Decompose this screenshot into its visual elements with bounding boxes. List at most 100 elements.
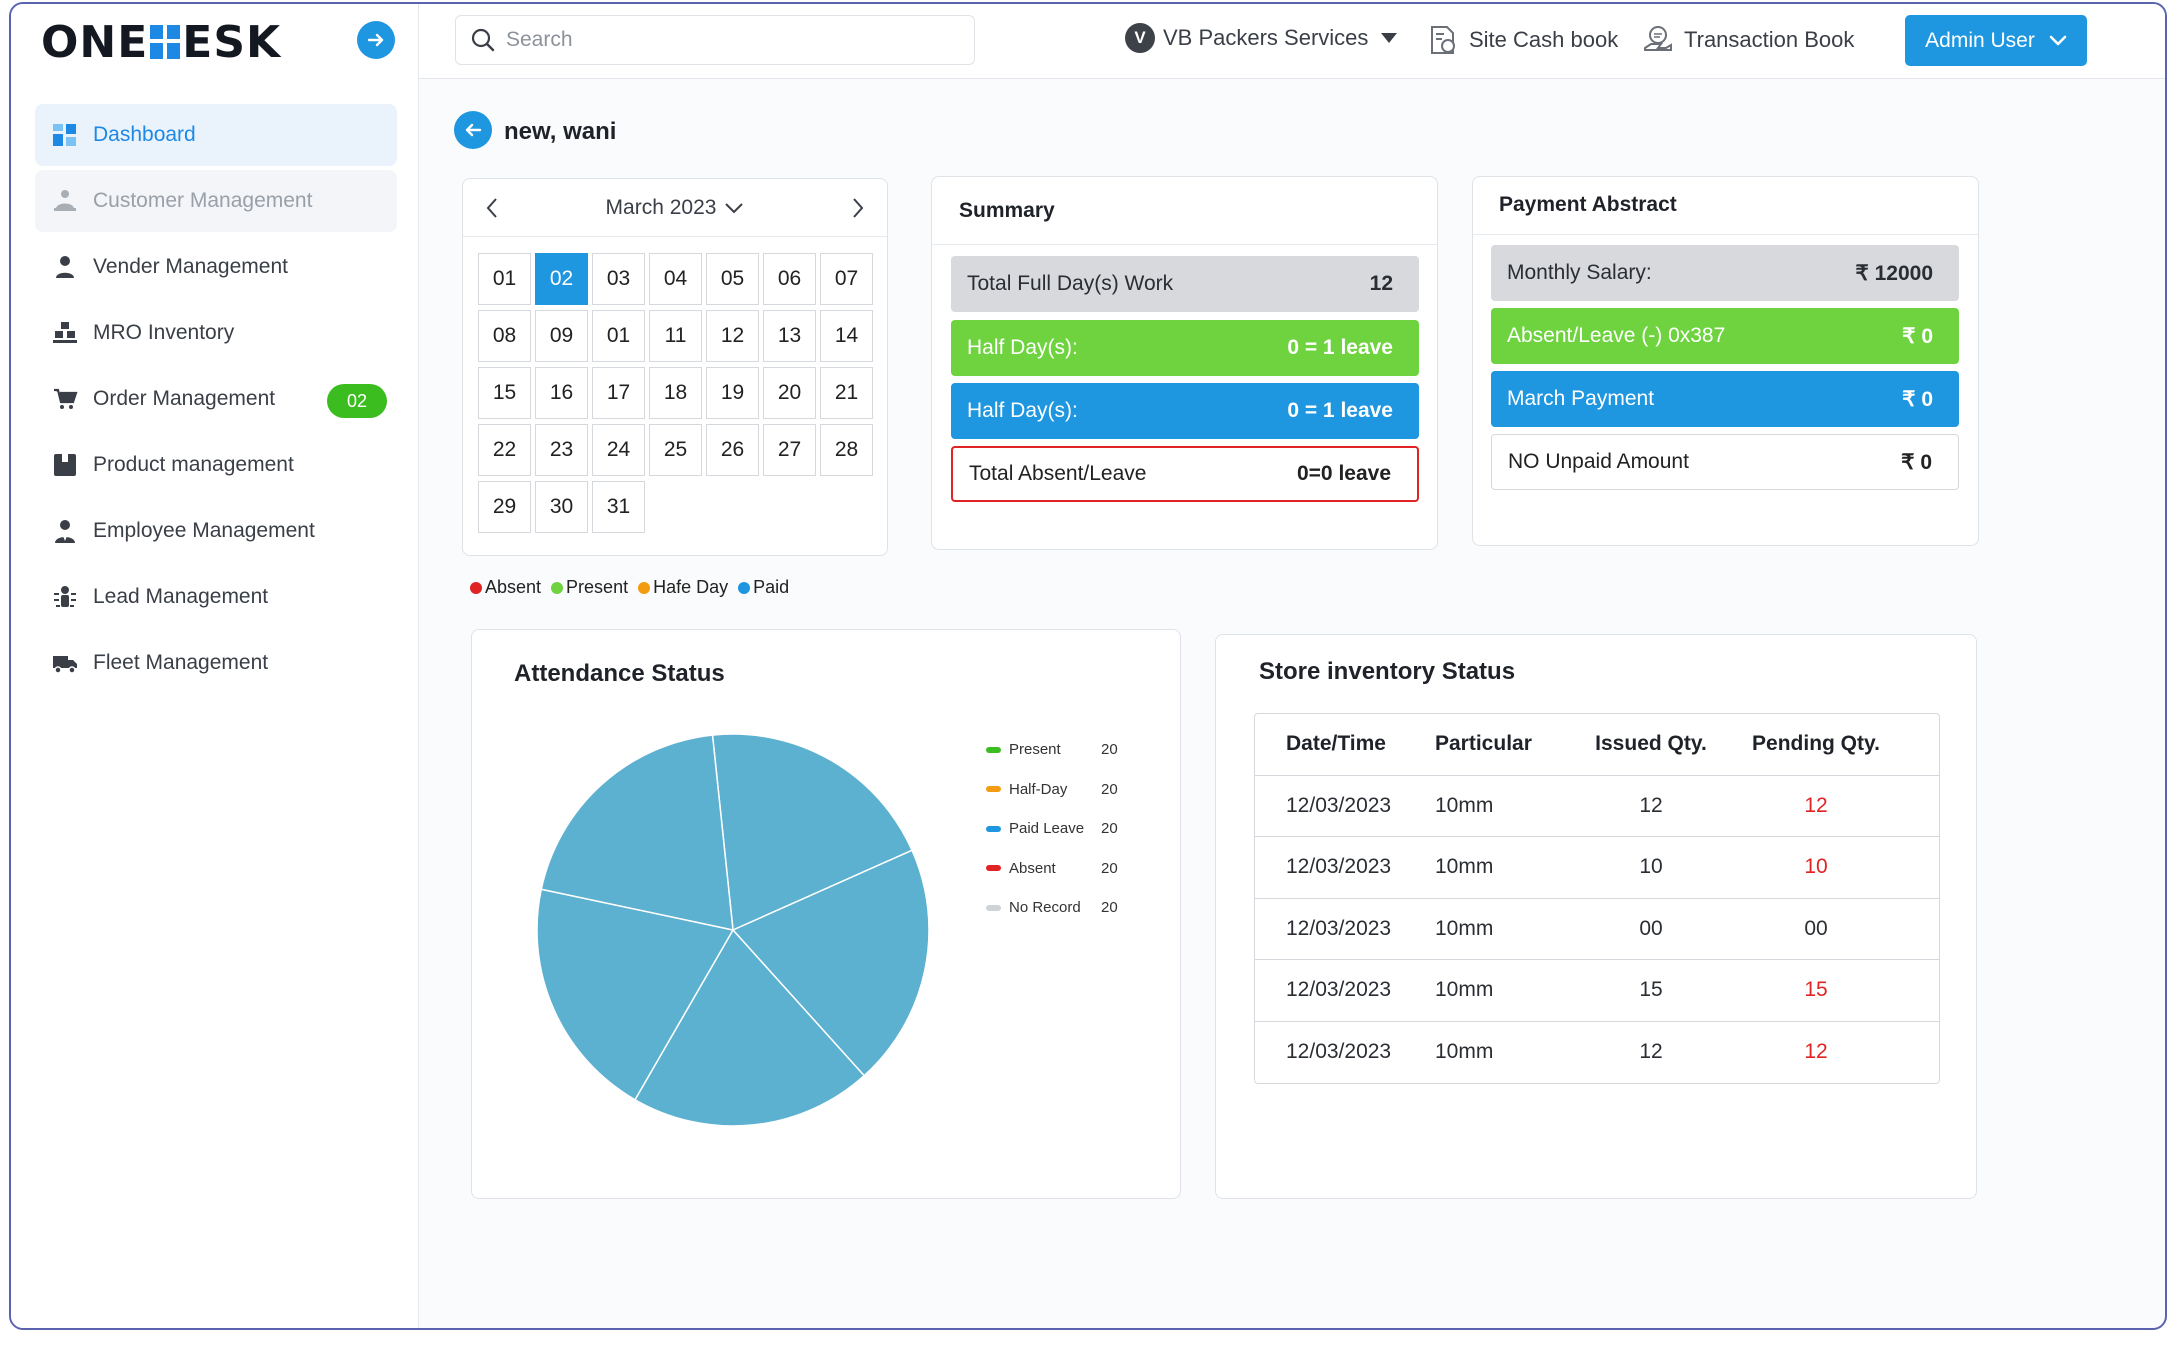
sidebar-item-label: Vender Management	[93, 255, 288, 278]
attendance-legend-item: Paid Leave 20	[986, 809, 1126, 849]
transaction-book-label: Transaction Book	[1684, 27, 1855, 52]
column-header-pending: Pending Qty.	[1752, 732, 1880, 756]
row-label: Total Full Day(s) Work	[967, 272, 1174, 295]
inventory-table: Date/Time Particular Issued Qty. Pending…	[1254, 713, 1940, 1084]
table-row: 12/03/2023 10mm 12 12	[1255, 776, 1939, 837]
calendar-day[interactable]: 26	[706, 424, 759, 476]
calendar-day[interactable]: 29	[478, 481, 531, 533]
legend-label: Present	[566, 577, 629, 597]
back-button[interactable]	[454, 111, 492, 149]
calendar-day[interactable]: 02	[535, 253, 588, 305]
calendar-day[interactable]: 17	[592, 367, 645, 419]
pie-slice-no-record[interactable]	[540, 734, 734, 931]
sidebar-item-dashboard[interactable]: Dashboard	[35, 104, 397, 166]
summary-title: Summary	[959, 199, 1055, 222]
person-icon	[51, 253, 79, 281]
legend-count: 20	[1101, 859, 1118, 877]
calendar-day[interactable]: 28	[820, 424, 873, 476]
legend-dot-icon	[738, 581, 751, 594]
row-label: March Payment	[1507, 387, 1655, 410]
pie-slice-absent[interactable]	[536, 888, 735, 1101]
sidebar-item-mro-inventory[interactable]: MRO Inventory	[35, 302, 397, 364]
calendar-day[interactable]: 23	[535, 424, 588, 476]
calendar-day[interactable]: 05	[706, 253, 759, 305]
company-selector[interactable]: V VB Packers Services	[1125, 23, 1398, 53]
sidebar-item-customer-management[interactable]: Customer Management	[35, 170, 397, 232]
pie-slice-half-day[interactable]	[731, 849, 930, 1077]
row-label: Absent/Leave (-) 0x387	[1507, 324, 1726, 347]
calendar-day[interactable]: 31	[592, 481, 645, 533]
calendar-day[interactable]: 11	[649, 310, 702, 362]
calendar-day[interactable]: 03	[592, 253, 645, 305]
sidebar-item-order-management[interactable]: Order Management 02	[35, 368, 397, 430]
calendar-day[interactable]: 01	[592, 310, 645, 362]
legend-label: Absent	[1009, 859, 1056, 877]
sidebar-item-vender-management[interactable]: Vender Management	[35, 236, 397, 298]
sidebar-item-label: Customer Management	[93, 189, 313, 212]
calendar-day[interactable]: 27	[763, 424, 816, 476]
legend-label: No Record	[1009, 899, 1081, 917]
legend-label: Present	[1009, 741, 1061, 759]
top-bar: V VB Packers Services Site Cash book Tra…	[419, 4, 2165, 79]
sidebar-item-label: Order Management	[93, 387, 276, 410]
summary-row-half-days: Half Day(s): 0 = 1 leave	[951, 320, 1419, 376]
legend-count: 20	[1101, 741, 1118, 759]
chevron-left-icon[interactable]	[485, 197, 499, 219]
search-box[interactable]	[455, 15, 975, 65]
sidebar-item-fleet-management[interactable]: Fleet Management	[35, 632, 397, 694]
calendar-day[interactable]: 30	[535, 481, 588, 533]
payment-row-absent-deduction: Absent/Leave (-) 0x387 ₹ 0	[1491, 308, 1959, 364]
sidebar-item-product-management[interactable]: Product management	[35, 434, 397, 496]
calendar-day[interactable]: 14	[820, 310, 873, 362]
calendar-day[interactable]: 07	[820, 253, 873, 305]
calendar-day[interactable]: 25	[649, 424, 702, 476]
chevron-down-icon[interactable]	[724, 202, 744, 214]
calendar-day[interactable]: 12	[706, 310, 759, 362]
sidebar-item-lead-management[interactable]: Lead Management	[35, 566, 397, 628]
sidebar-toggle-button[interactable]	[357, 21, 395, 59]
column-header-date: Date/Time	[1286, 732, 1386, 756]
calendar-day[interactable]: 20	[763, 367, 816, 419]
row-value: ₹ 12000	[1855, 261, 1933, 285]
calendar-day[interactable]: 09	[535, 310, 588, 362]
legend-label: Absent	[485, 577, 542, 597]
sidebar-item-label: Lead Management	[93, 585, 269, 608]
calendar-day[interactable]: 21	[820, 367, 873, 419]
company-name: VB Packers Services	[1163, 25, 1369, 50]
calendar-day[interactable]: 22	[478, 424, 531, 476]
site-cash-book-link[interactable]: Site Cash book	[1427, 24, 1618, 56]
calendar-day[interactable]: 19	[706, 367, 759, 419]
pie-slice-present[interactable]	[711, 733, 914, 932]
calendar-day[interactable]: 18	[649, 367, 702, 419]
calendar-day[interactable]: 15	[478, 367, 531, 419]
row-label: Half Day(s):	[967, 336, 1078, 359]
calendar-month-label[interactable]: March 2023	[605, 195, 717, 219]
cell-pending: 12	[1804, 793, 1828, 817]
transaction-book-link[interactable]: Transaction Book	[1642, 24, 1854, 56]
calendar-day[interactable]: 01	[478, 253, 531, 305]
cell-date: 12/03/2023	[1286, 793, 1392, 817]
inventory-icon	[51, 319, 79, 347]
calendar-day[interactable]: 04	[649, 253, 702, 305]
cell-particular: 10mm	[1435, 855, 1494, 879]
calendar-day[interactable]: 06	[763, 253, 816, 305]
app-logo[interactable]: ONE ESK	[41, 17, 281, 68]
legend-label: Paid Leave	[1009, 820, 1085, 838]
row-value: 0=0 leave	[1296, 462, 1391, 485]
admin-user-menu-button[interactable]: Admin User	[1905, 15, 2087, 66]
sidebar-item-employee-management[interactable]: Employee Management	[35, 500, 397, 562]
calendar-day[interactable]: 08	[478, 310, 531, 362]
pie-slice-paid-leave[interactable]	[633, 928, 866, 1127]
legend-label: Half-Day	[1009, 780, 1068, 798]
calendar-day[interactable]: 16	[535, 367, 588, 419]
chevron-right-icon[interactable]	[851, 197, 865, 219]
cell-date: 12/03/2023	[1286, 916, 1392, 940]
legend-swatch-icon	[986, 786, 1001, 793]
search-input[interactable]	[506, 28, 946, 52]
row-label: Total Absent/Leave	[969, 462, 1147, 485]
row-label: Half Day(s):	[967, 399, 1078, 422]
employee-icon	[51, 517, 79, 545]
calendar-day[interactable]: 24	[592, 424, 645, 476]
legend-dot-icon	[638, 581, 651, 594]
calendar-day[interactable]: 13	[763, 310, 816, 362]
